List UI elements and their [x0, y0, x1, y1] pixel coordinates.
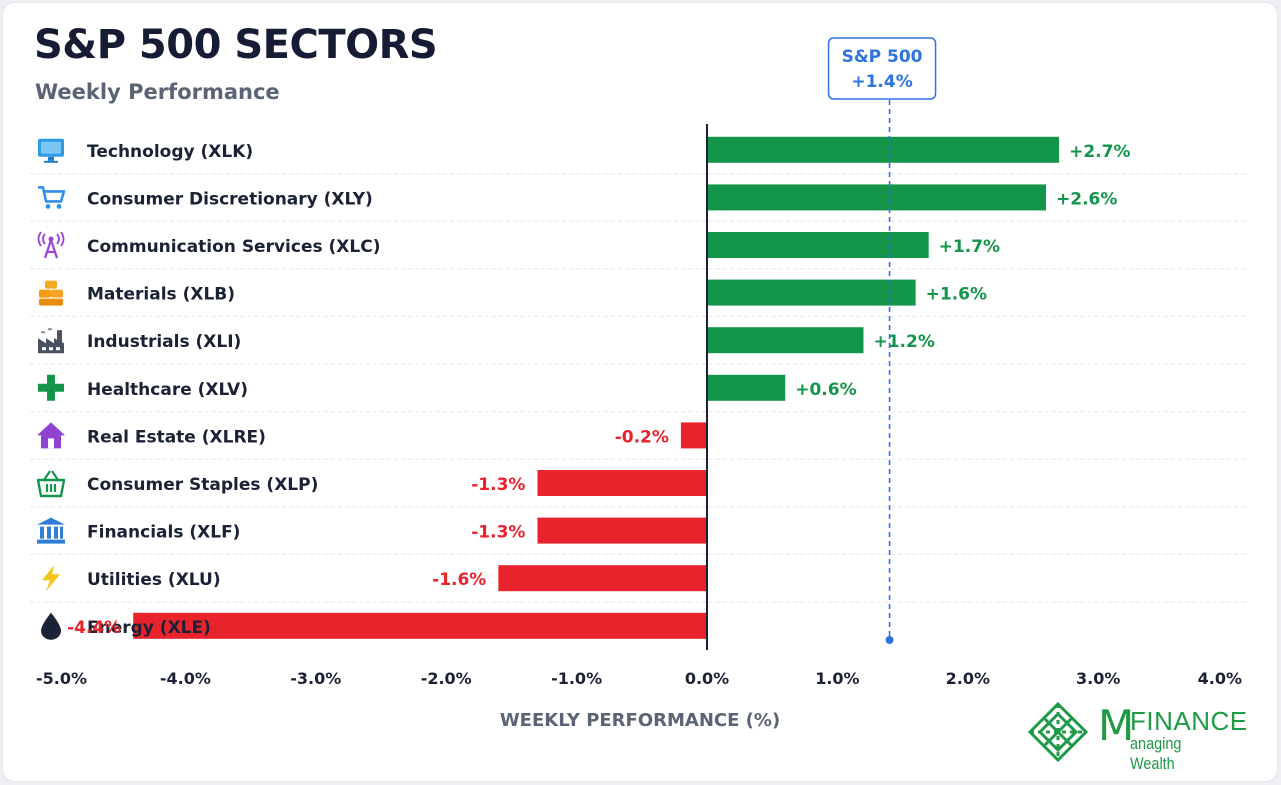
value-label: +1.2%	[873, 332, 934, 352]
value-label: +1.7%	[939, 237, 1000, 257]
brand-initial: M	[1098, 701, 1135, 750]
bar-2	[707, 184, 1047, 211]
value-label: +2.6%	[1056, 189, 1117, 209]
category-label: Industrials (XLI)	[87, 332, 241, 352]
category-label: Financials (XLF)	[87, 523, 240, 543]
knot-logo-icon	[1027, 701, 1089, 763]
value-label: -1.6%	[432, 570, 486, 590]
value-label: -4.4%	[67, 618, 121, 638]
category-label: Real Estate (XLRE)	[87, 427, 266, 447]
bar-11	[133, 612, 708, 639]
x-tick-label: -3.0%	[290, 669, 341, 688]
x-tick-label: -1.0%	[551, 669, 602, 688]
value-label: +0.6%	[795, 380, 856, 400]
bar-7	[680, 422, 707, 449]
chart-subtitle: Weekly Performance	[35, 80, 280, 104]
broadcast-tower-icon	[37, 231, 65, 259]
category-label: Healthcare (XLV)	[87, 380, 248, 400]
category-label: Utilities (XLU)	[87, 570, 221, 590]
value-label: +2.7%	[1069, 142, 1130, 162]
category-label: Materials (XLB)	[87, 285, 235, 305]
bar-3	[707, 232, 929, 258]
category-label: Communication Services (XLC)	[87, 237, 380, 257]
category-label: Energy (XLE)	[87, 618, 211, 638]
x-axis-title: WEEKLY PERFORMANCE (%)	[500, 710, 780, 731]
bar-8	[537, 470, 707, 496]
value-label: -0.2%	[615, 427, 669, 447]
category-label: Consumer Staples (XLP)	[87, 475, 318, 495]
bar-1	[707, 136, 1060, 163]
x-tick-label: 3.0%	[1076, 669, 1120, 688]
x-tick-label: 1.0%	[815, 669, 859, 688]
stacked-bars-icon	[39, 280, 63, 306]
basket-icon	[36, 470, 66, 498]
chart-title: S&P 500 SECTORS	[34, 22, 438, 68]
bar-9	[537, 517, 707, 544]
x-tick-label: -4.0%	[160, 669, 211, 688]
house-icon	[37, 422, 65, 449]
benchmark-dot	[885, 636, 894, 644]
bar-10	[498, 565, 707, 592]
x-tick-label: -5.0%	[36, 669, 87, 688]
bank-building-icon	[37, 517, 65, 544]
lightning-bolt-icon	[42, 565, 60, 592]
value-label: +1.6%	[926, 285, 987, 305]
value-label: -1.3%	[471, 523, 525, 543]
x-tick-label: 2.0%	[946, 669, 990, 688]
brand-logo: M FINANCE anaging Wealth	[1026, 700, 1248, 773]
bar-4	[707, 279, 916, 306]
value-label: -1.3%	[471, 475, 525, 495]
brand-tagline: anaging Wealth	[1130, 734, 1182, 773]
bar-5	[707, 327, 864, 354]
benchmark-callout	[827, 37, 937, 100]
benchmark-value: +1.4%	[851, 72, 912, 92]
x-tick-label: -2.0%	[421, 669, 472, 688]
shopping-cart-icon	[38, 186, 66, 209]
medical-cross-icon	[38, 374, 64, 401]
x-tick-label: 0.0%	[685, 669, 729, 688]
benchmark-label: S&P 500	[842, 47, 923, 67]
oil-drop-icon	[41, 612, 61, 640]
category-label: Technology (XLK)	[87, 142, 253, 162]
monitor-icon	[38, 138, 64, 163]
bar-6	[707, 374, 786, 401]
x-tick-label: 4.0%	[1198, 669, 1242, 688]
brand-name: FINANCE	[1130, 706, 1248, 736]
category-label: Consumer Discretionary (XLY)	[87, 189, 373, 209]
factory-icon	[38, 328, 64, 354]
